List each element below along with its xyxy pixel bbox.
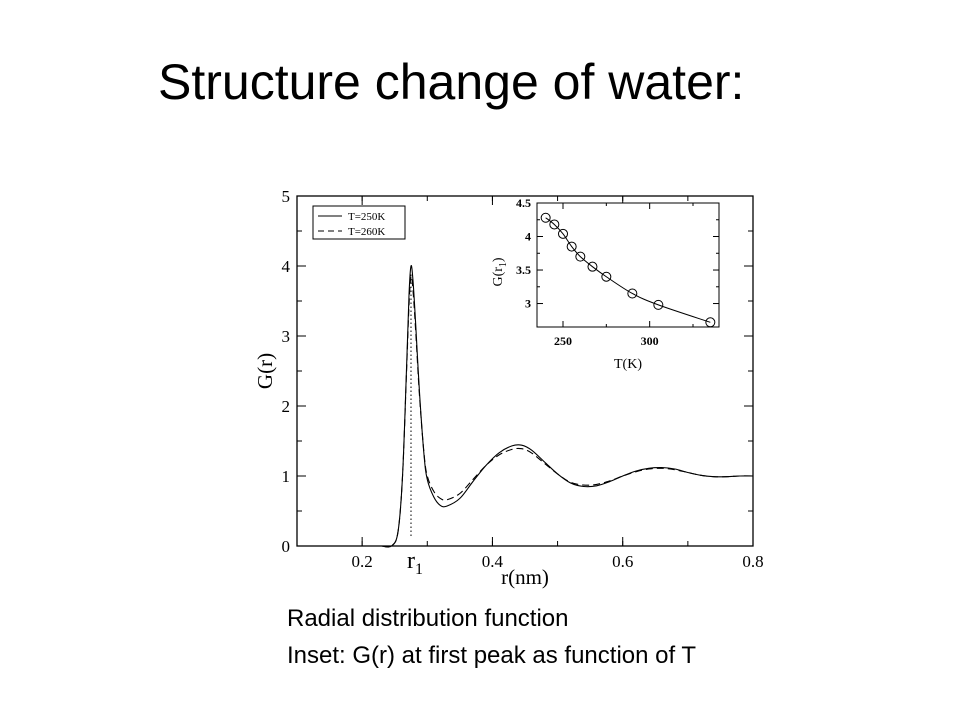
main-ytick-label: 0	[282, 537, 291, 556]
inset-ylabel-main: G(r	[491, 267, 506, 287]
inset-series-line	[545, 217, 711, 323]
main-xtick-label: 0.4	[482, 552, 504, 571]
inset-data-point	[653, 299, 664, 310]
inset-xlabel: T(K)	[614, 357, 642, 372]
main-ytick-label: 2	[282, 397, 291, 416]
inset-ytick-label: 4.5	[516, 196, 531, 210]
inset-data-point	[705, 317, 716, 328]
inset-chart: 250 300 3 3.5 4 4.5 T(K) G(r1)	[491, 196, 720, 372]
inset-ytick-label: 3.5	[516, 263, 531, 277]
main-ytick-label: 1	[282, 467, 291, 486]
inset-ticks	[537, 202, 719, 327]
inset-data-point	[566, 241, 577, 252]
main-xtick-label: 0.2	[352, 552, 373, 571]
inset-data-point	[540, 212, 551, 223]
main-series	[381, 264, 754, 548]
main-xtick-label: 0.8	[742, 552, 763, 571]
inset-data-point	[575, 251, 586, 262]
inset-ylabel-sub: 1	[498, 262, 509, 267]
legend-label-260: T=260K	[348, 226, 385, 238]
inset-ytick-label: 4	[525, 230, 531, 244]
main-xtick-label: 0.6	[612, 552, 633, 571]
main-ticks	[296, 195, 754, 547]
main-ylabel: G(r)	[253, 353, 277, 389]
inset-ylabel-suffix: )	[491, 257, 506, 262]
inset-tick-labels: 250 300 3 3.5 4 4.5	[516, 196, 659, 348]
inset-ytick-label: 3	[525, 297, 531, 311]
inset-plot-frame	[536, 202, 720, 328]
legend: T=250K T=260K	[312, 205, 406, 240]
inset-data-point	[627, 288, 638, 299]
inset-series	[540, 212, 716, 328]
caption-line-2: Inset: G(r) at first peak as function of…	[287, 642, 697, 669]
slide-title: Structure change of water:	[158, 54, 745, 110]
legend-box	[312, 205, 406, 240]
r1-text: r	[407, 548, 415, 574]
inset-data-point	[558, 228, 568, 239]
r1-subscript: 1	[415, 561, 423, 578]
inset-data-point	[601, 271, 612, 282]
r1-annotation-label: r1	[407, 548, 423, 578]
main-ytick-label: 5	[282, 187, 291, 206]
inset-ylabel: G(r1)	[491, 257, 509, 286]
inset-data-point	[549, 219, 560, 230]
series-line-solid	[381, 264, 754, 548]
legend-label-250: T=250K	[348, 211, 385, 223]
inset-xtick-label: 250	[554, 334, 572, 348]
inset-xtick-label: 300	[641, 334, 659, 348]
main-xlabel: r(nm)	[501, 565, 549, 589]
main-tick-labels: 0.2 0.4 0.6 0.8 0 1 2 3 4 5	[282, 187, 764, 571]
main-ytick-label: 3	[282, 327, 291, 346]
caption-line-1: Radial distribution function	[287, 605, 569, 632]
series-line-dashed	[381, 275, 754, 548]
main-ytick-label: 4	[282, 257, 291, 276]
inset-data-point	[587, 261, 598, 272]
